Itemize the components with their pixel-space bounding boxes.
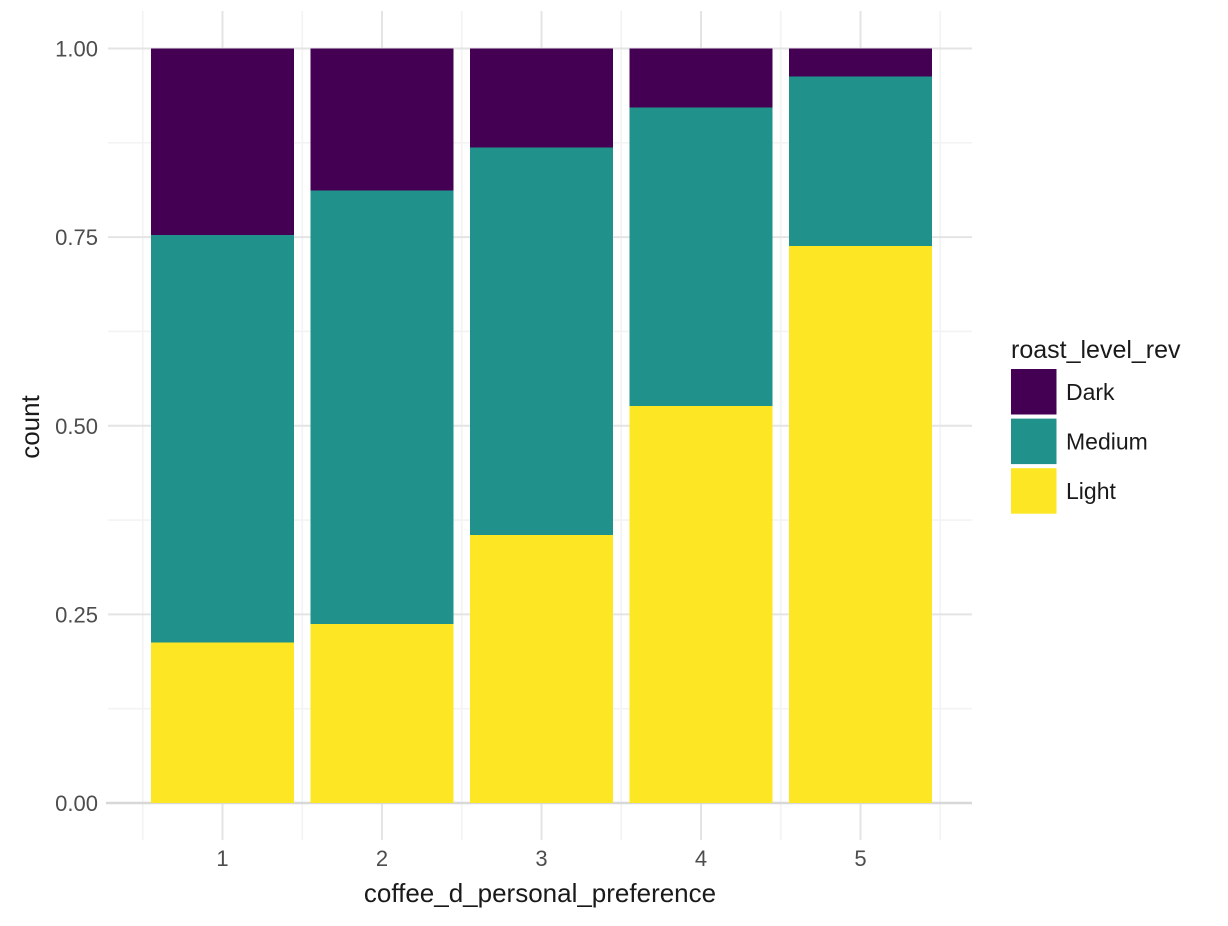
legend-key-medium-swatch xyxy=(1011,418,1057,465)
legend-key-light-swatch xyxy=(1011,468,1057,514)
x-tick-label: 1 xyxy=(216,846,228,871)
y-tick-label: 0.50 xyxy=(55,414,98,439)
x-tick-label: 5 xyxy=(854,846,866,871)
y-tick-label: 1.00 xyxy=(55,37,98,62)
legend-title: roast_level_rev xyxy=(1011,336,1181,364)
legend-label-medium: Medium xyxy=(1066,428,1148,454)
bar-2-medium-segment xyxy=(310,190,454,625)
legend: roast_level_rev Dark Medium Light xyxy=(1011,336,1181,514)
x-tick-label: 3 xyxy=(535,846,547,871)
bar-2-light-segment xyxy=(310,624,454,803)
legend-key-dark-swatch xyxy=(1011,369,1057,415)
y-tick-label: 0.25 xyxy=(55,602,98,627)
bar-5-light-segment xyxy=(789,246,932,803)
bar-3-light-segment xyxy=(470,535,613,803)
bar-4-light-segment xyxy=(629,406,773,803)
bars xyxy=(151,48,932,803)
bar-1-dark-segment xyxy=(151,48,294,235)
bar-1-medium-segment xyxy=(151,234,294,643)
bar-3-medium-segment xyxy=(470,147,613,536)
y-axis-title: count xyxy=(15,394,45,458)
bar-4-dark-segment xyxy=(629,48,773,108)
y-tick-label: 0.75 xyxy=(55,225,98,250)
bar-3-dark-segment xyxy=(470,48,613,148)
x-tick-label: 4 xyxy=(695,846,707,871)
bar-5-medium-segment xyxy=(789,76,932,247)
bar-1-light-segment xyxy=(151,642,294,803)
legend-label-dark: Dark xyxy=(1066,379,1115,405)
legend-label-light: Light xyxy=(1066,478,1116,504)
x-axis-title: coffee_d_personal_preference xyxy=(364,878,716,908)
bar-2-dark-segment xyxy=(310,48,454,191)
x-tick-label: 2 xyxy=(376,846,388,871)
y-tick-label: 0.00 xyxy=(55,791,98,816)
bar-5-dark-segment xyxy=(789,48,932,77)
bar-4-medium-segment xyxy=(629,107,773,407)
